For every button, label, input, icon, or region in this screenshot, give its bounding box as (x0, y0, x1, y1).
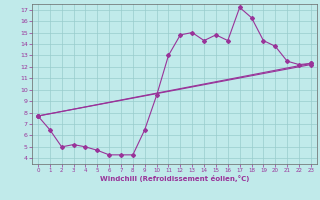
X-axis label: Windchill (Refroidissement éolien,°C): Windchill (Refroidissement éolien,°C) (100, 175, 249, 182)
